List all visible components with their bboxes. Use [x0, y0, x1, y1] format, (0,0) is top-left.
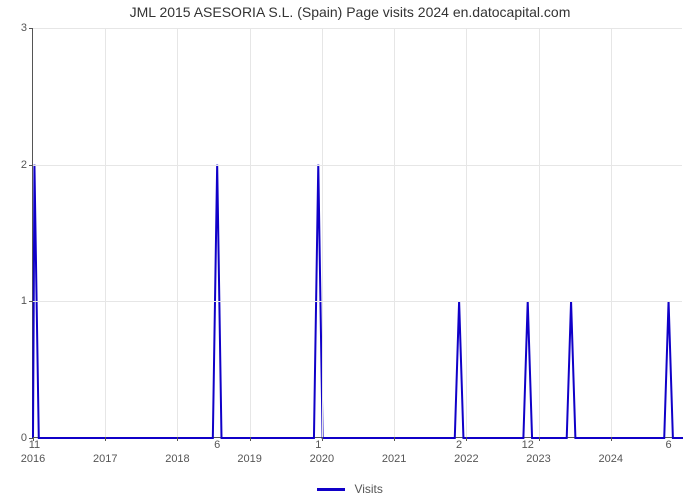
x-tick [394, 437, 395, 441]
x-gridline [177, 28, 178, 437]
y-tick [29, 28, 33, 29]
x-tick-label: 2018 [165, 437, 189, 465]
y-gridline [33, 165, 682, 166]
x-tick [466, 437, 467, 441]
spike-label: 1 [315, 437, 321, 451]
x-tick-label: 2019 [237, 437, 261, 465]
x-tick [611, 437, 612, 441]
x-tick-label: 2020 [310, 437, 334, 465]
y-gridline [33, 301, 682, 302]
x-gridline [394, 28, 395, 437]
y-gridline [33, 28, 682, 29]
x-tick [539, 437, 540, 441]
legend-label: Visits [354, 482, 382, 496]
x-tick-label: 2024 [599, 437, 623, 465]
y-tick [29, 165, 33, 166]
plot-area: 0123201620172018201920202021202220232024… [32, 28, 682, 438]
x-tick-label: 2017 [93, 437, 117, 465]
x-gridline [322, 28, 323, 437]
x-gridline [105, 28, 106, 437]
x-tick [105, 437, 106, 441]
spike-label: 6 [665, 437, 671, 451]
legend: Visits [0, 481, 700, 496]
spike-label: 12 [522, 437, 534, 451]
y-tick [29, 301, 33, 302]
x-tick [322, 437, 323, 441]
spike-label: 2 [456, 437, 462, 451]
x-gridline [250, 28, 251, 437]
x-gridline [466, 28, 467, 437]
spike-label: 11 [29, 437, 40, 451]
spike-label: 6 [214, 437, 220, 451]
x-gridline [611, 28, 612, 437]
x-tick [177, 437, 178, 441]
visits-line [33, 28, 683, 438]
x-tick [250, 437, 251, 441]
x-gridline [539, 28, 540, 437]
chart-title: JML 2015 ASESORIA S.L. (Spain) Page visi… [0, 4, 700, 20]
x-tick-label: 2021 [382, 437, 406, 465]
legend-swatch [317, 488, 345, 491]
